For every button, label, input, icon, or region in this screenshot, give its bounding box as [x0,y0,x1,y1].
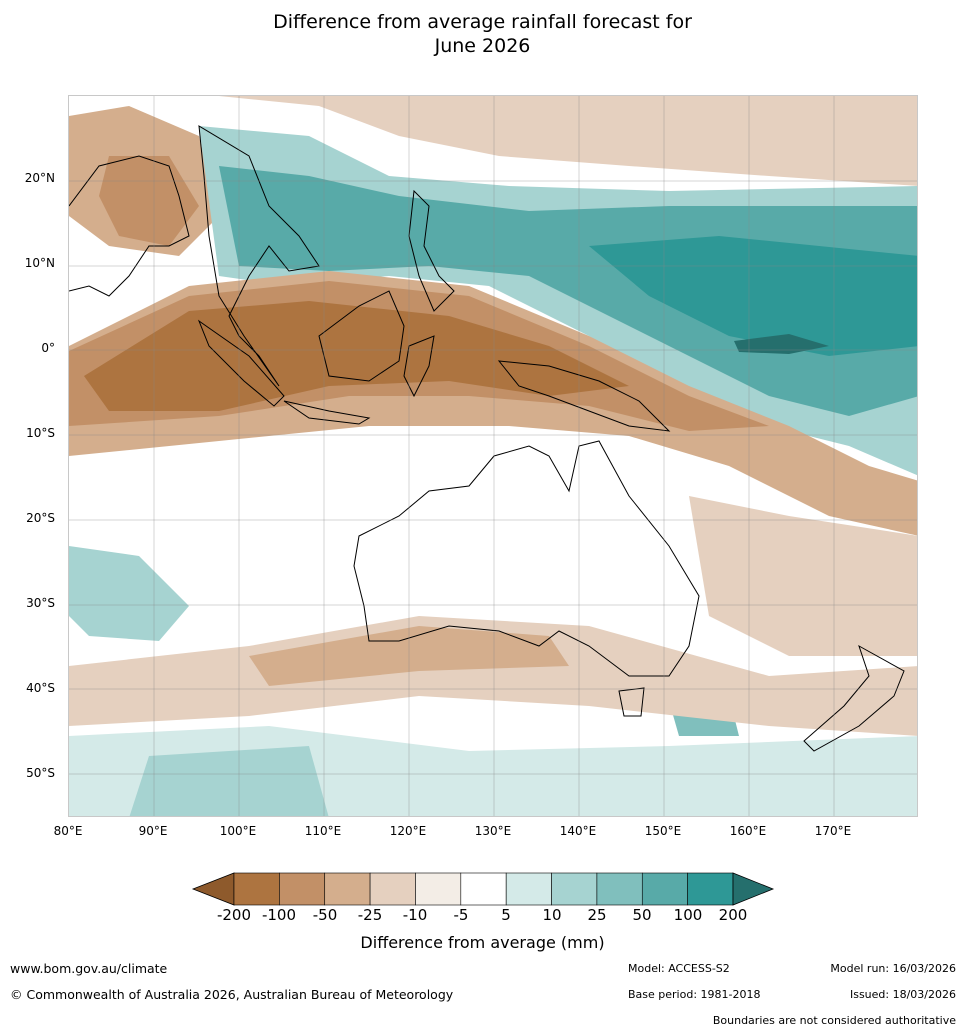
lon-label-150e: 150°E [644,824,682,838]
lon-label-100e: 100°E [219,824,257,838]
colour-bar-high-arrow [732,872,775,906]
anomaly-region-south-australia-dry [69,616,917,736]
australia-outline [353,440,700,677]
anomaly-region-southwest-wet [69,546,189,641]
anomaly-region-pacific-wet-peak [734,334,829,354]
india-coast-outline [69,155,190,297]
footer-issued: Issued: 18/03/2026 [849,988,956,1001]
colour-bar-cell [369,872,416,906]
legend-label-50: 50 [632,906,652,924]
map-canvas [69,96,917,816]
colour-bar-cell [460,872,507,906]
java-outline [283,400,371,425]
title-line-1: Difference from average rainfall forecas… [273,11,692,33]
colour-bar-cell [641,872,688,906]
colour-bar-cell [687,872,734,906]
lat-label-0: 0° [41,341,55,355]
colour-bar-cell [233,872,280,906]
footer-model-run: Model run: 16/03/2026 [830,962,956,975]
footer-model: Model: ACCESS-S2 [628,962,730,975]
colour-bar-cell [551,872,598,906]
lat-label-10s: 10°S [26,426,55,440]
graticule [69,96,917,816]
sumatra-outline [197,319,285,407]
lat-label-20s: 20°S [26,511,55,525]
legend-label-neg5: -5 [453,906,469,924]
legend-title: Difference from average (mm) [360,933,605,952]
legend-label-neg10: -10 [402,906,428,924]
indochina-outline [198,125,320,387]
colour-bar-cell [324,872,371,906]
lon-label-90e: 90°E [138,824,168,838]
lat-label-40s: 40°S [26,681,55,695]
legend-label-25: 25 [587,906,607,924]
colour-bar-cell [415,872,462,906]
lon-label-160e: 160°E [729,824,767,838]
new-guinea-outline [497,360,671,432]
anomaly-region-pacific-wet-mid [219,166,917,416]
rainfall-anomaly-map [68,95,918,817]
colour-bar-low-arrow [191,872,235,906]
legend-label-neg200: -200 [216,906,252,924]
legend-label-neg25: -25 [357,906,383,924]
colour-bar-cells [233,872,734,906]
lon-label-80e: 80°E [53,824,83,838]
lon-label-110e: 110°E [304,824,342,838]
title-line-2: June 2026 [434,35,531,57]
lat-label-20n: 20°N [24,171,55,185]
new-zealand-outline [803,644,905,752]
legend-label-5: 5 [501,906,511,924]
footer-boundaries-note: Boundaries are not considered authoritat… [712,1014,956,1027]
anomaly-region-east-dry [689,496,917,656]
anomaly-region-equatorial-dry-core [84,301,629,411]
footer-base-period: Base period: 1981-2018 [628,988,761,1001]
philippines-outline [408,189,455,312]
footer-copyright: © Commonwealth of Australia 2026, Austra… [10,987,454,1002]
lon-label-140e: 140°E [559,824,597,838]
legend-label-200: 200 [718,906,748,924]
lon-label-120e: 120°E [389,824,427,838]
footer-url[interactable]: www.bom.gov.au/climate [10,961,168,976]
legend-label-neg100: -100 [261,906,297,924]
lat-label-50s: 50°S [26,766,55,780]
colour-bar-cell [505,872,552,906]
chart-title: Difference from average rainfall forecas… [0,10,965,58]
borneo-outline [318,290,405,382]
anomaly-region-north-dry [69,96,917,186]
lat-label-10n: 10°N [24,256,55,270]
anomaly-region-india-dry-core [99,156,199,246]
legend-label-100: 100 [673,906,703,924]
legend-label-neg50: -50 [312,906,338,924]
sulawesi-outline [403,335,435,398]
anomaly-region-southern-ocean-wet-mid [129,746,329,816]
lon-label-170e: 170°E [814,824,852,838]
colour-bar-cell [596,872,643,906]
lat-label-30s: 30°S [26,596,55,610]
lon-label-130e: 130°E [474,824,512,838]
colour-bar-cell [279,872,326,906]
legend-label-10: 10 [542,906,562,924]
